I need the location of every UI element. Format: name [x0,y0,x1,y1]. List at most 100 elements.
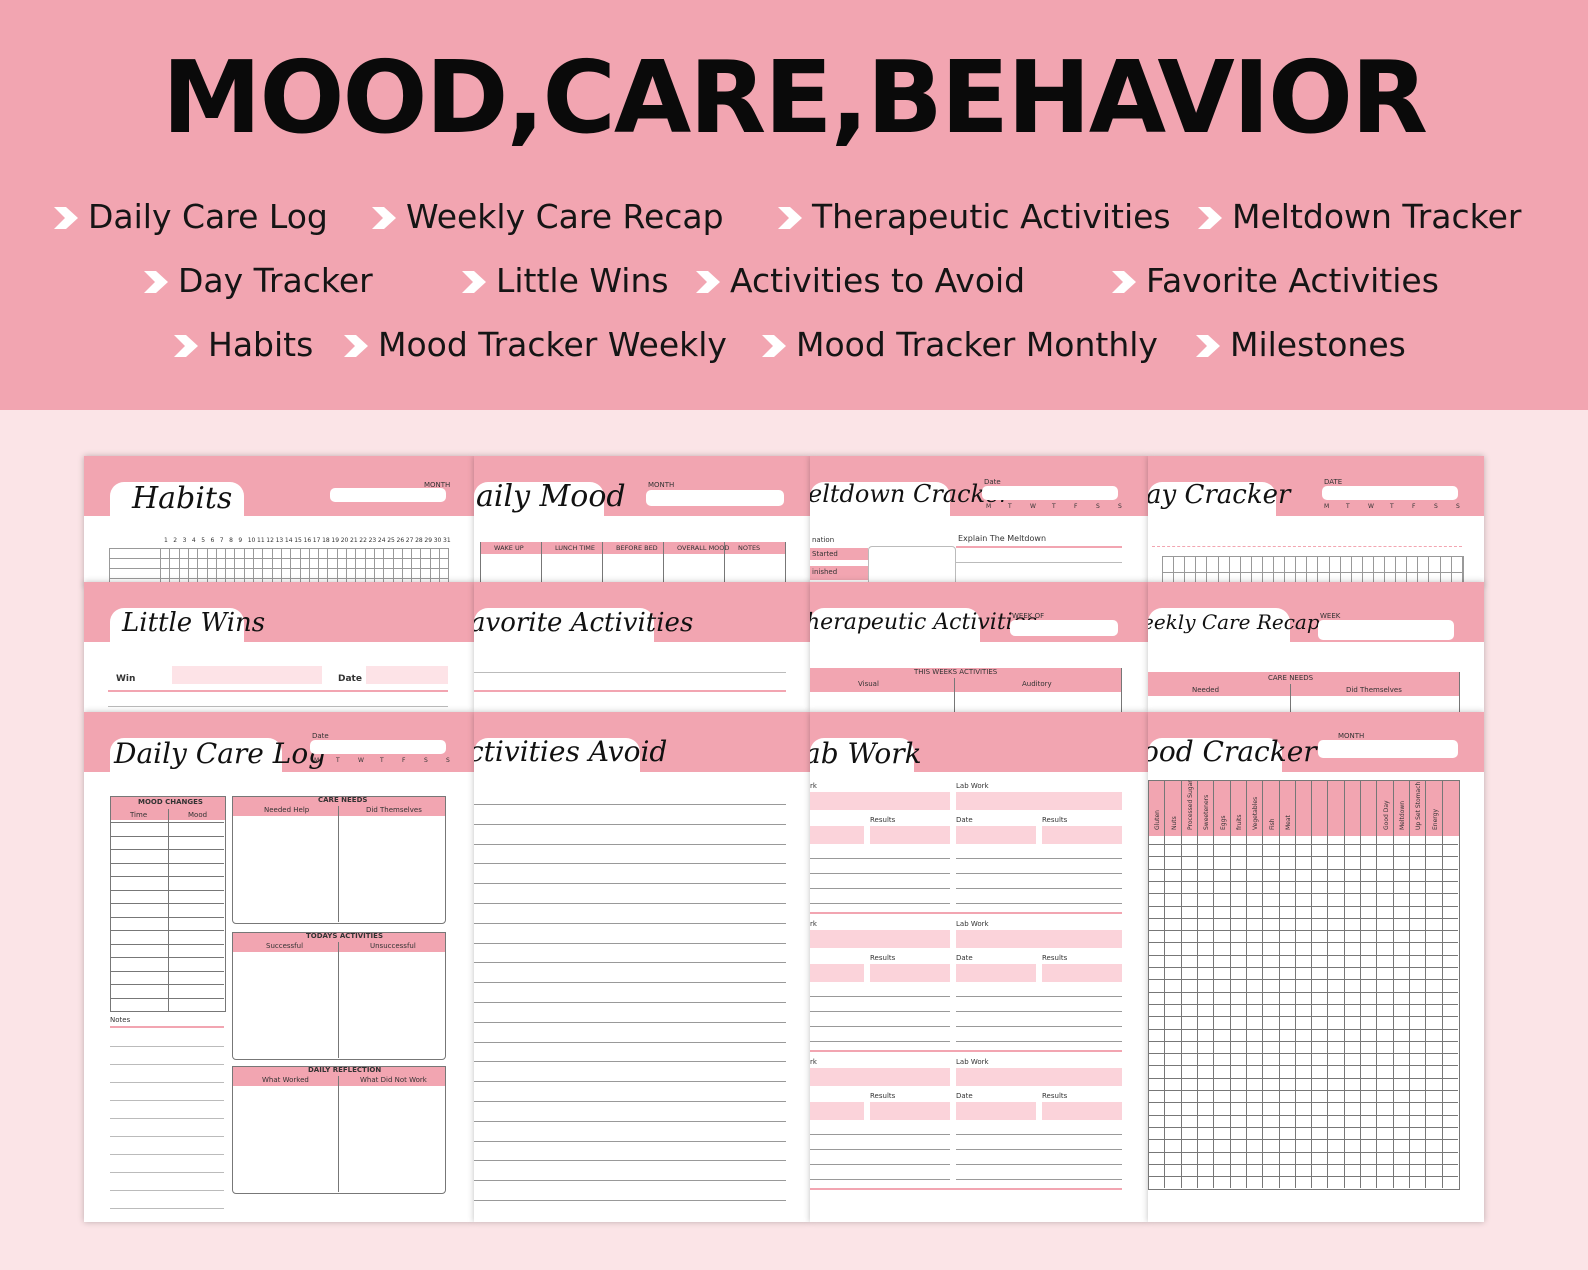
date-label: Date [984,478,1001,486]
grid-line [1148,942,1458,944]
grid-line [1148,893,1458,895]
food-header-row [1148,780,1460,836]
results-label: Results [870,954,896,962]
grid-line [1148,1139,1458,1141]
lab-work-label: Lab Work [956,782,989,790]
col-needed: Needed [1192,686,1220,694]
day-number: 24 [377,537,386,544]
day-number: 27 [405,537,414,544]
food-column-header: Meltdown [1399,800,1407,830]
date-label: Date [312,732,329,740]
lab-work-label: rk [810,1058,817,1066]
col-did-themselves: Did Themselves [1346,686,1402,694]
write-line [810,903,950,904]
care-needs-table [232,796,446,924]
grid-line [110,822,224,823]
notes-divider [110,1026,224,1028]
date-field[interactable] [366,666,448,684]
grid-line [109,578,449,579]
day-number: 7 [219,537,224,544]
results-label: Results [1042,1092,1068,1100]
section-divider [810,1050,1122,1052]
write-line [810,1164,950,1165]
write-line [956,1011,1122,1012]
win-field[interactable] [172,666,322,684]
grid-line [1250,556,1252,586]
weekday-label: T [380,757,384,764]
grid-line [110,889,224,891]
month-label: MONTH [1338,732,1365,740]
week-of-field[interactable] [1010,620,1118,636]
feature-label: Habits [208,325,314,364]
day-number: 4 [191,537,196,544]
grid-line [280,548,282,586]
grid-line [318,548,320,586]
day-number: 30 [433,537,442,544]
grid-line [243,548,245,586]
grid-line [364,548,366,586]
chevron-right-icon [372,207,396,229]
grid-line [448,548,450,586]
results-label: Results [870,1092,896,1100]
results-field [1042,826,1122,844]
grid-line [1273,556,1274,586]
day-number: 1 [164,537,168,544]
grid-line [1229,780,1231,1188]
results-field [1042,964,1122,982]
grid-line [187,548,189,586]
month-field[interactable] [330,488,446,502]
grid-line [109,568,449,569]
grid-line [1311,780,1313,1188]
page-title: eltdown Cracker [810,480,1011,508]
date-field[interactable] [310,740,446,754]
grid-line [1245,780,1247,1188]
feature-label: Activities to Avoid [730,261,1026,300]
grid-line [1196,780,1198,1188]
grid-line [1148,1114,1458,1116]
weekday-label: W [358,757,364,764]
grid-line [336,548,338,586]
divider [108,690,448,692]
col-divider [168,809,169,1011]
week-field[interactable] [1318,620,1454,640]
day-number: 26 [396,537,405,544]
day-number: 17 [312,537,321,544]
grid-line [234,548,236,586]
did-themselves-label: Did Themselves [366,806,422,814]
grid-line [1228,556,1230,586]
grid-line [110,943,224,945]
date-field[interactable] [1322,486,1458,500]
page-daily-care-log: Daily Care Log Date MOOD CHANGES Time Mo… [84,712,474,1222]
grid-line [1148,868,1458,870]
grid-line [373,548,375,586]
grid-line [110,903,224,904]
page-title: ay Cracker [1148,480,1291,510]
grid-line [1148,880,1458,882]
date-label: Date [338,674,362,684]
write-line [110,1064,224,1065]
weekday-label: M [986,503,992,510]
food-column-header: Meat [1284,815,1292,830]
grid-line [1148,967,1458,968]
weekday-label: F [1074,503,1078,510]
page-favorite-activities: avorite Activities [474,582,810,712]
chevron-right-icon [1198,207,1222,229]
page-title: aily Mood [476,479,626,514]
grid-line [420,548,422,586]
write-line [110,1136,224,1137]
what-did-not-work-label: What Did Not Work [360,1076,427,1084]
day-number: 8 [229,537,233,544]
finished-cell [810,566,868,580]
chevron-right-icon [1112,271,1136,293]
write-line [810,1026,950,1027]
chevron-right-icon [1196,335,1220,357]
write-line [474,804,786,805]
title-tab [474,482,604,524]
feature-label: Favorite Activities [1146,261,1439,300]
date-field[interactable] [982,486,1118,500]
month-field[interactable] [646,490,784,506]
grid-line [110,876,224,877]
month-field[interactable] [1318,740,1458,758]
grid-line [1148,1126,1458,1128]
day-number: 20 [340,537,349,544]
